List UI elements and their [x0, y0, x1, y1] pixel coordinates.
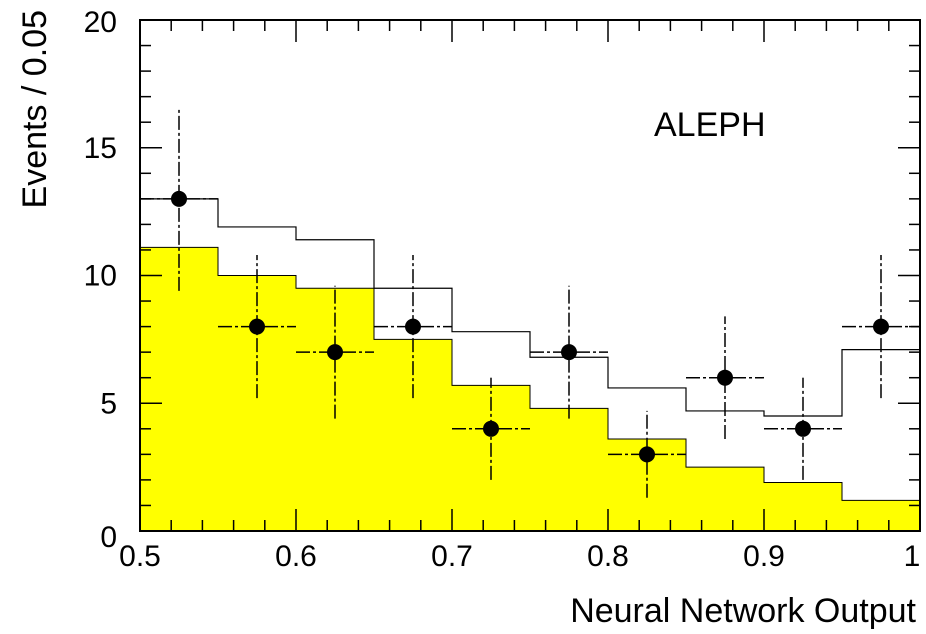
y-tick-label: 0	[100, 521, 117, 554]
data-point	[561, 344, 577, 361]
y-tick-label: 20	[84, 6, 117, 39]
data-point	[171, 190, 187, 207]
error-bars	[140, 106, 920, 498]
x-tick-label: 0.8	[587, 540, 629, 573]
y-tick-label: 5	[100, 387, 117, 420]
data-point	[873, 318, 889, 335]
x-axis-title: Neural Network Output	[570, 592, 916, 630]
filled-histogram-bar	[842, 500, 920, 531]
filled-histogram-bar	[218, 275, 296, 531]
data-points	[171, 190, 889, 463]
filled-histogram-outline	[140, 246, 920, 501]
y-tick-label: 10	[84, 260, 117, 293]
x-tick-label: 0.7	[431, 540, 473, 573]
x-tick-label: 0.9	[743, 540, 785, 573]
x-tick-label: 0.5	[119, 540, 161, 573]
aleph-annotation: ALEPH	[654, 106, 766, 144]
y-tick-label: 15	[84, 132, 117, 165]
x-tick-label: 0.6	[275, 540, 317, 573]
data-point	[327, 344, 343, 361]
x-tick-labels: 0.5 0.6 0.7 0.8 0.9 1	[119, 540, 920, 573]
x-tick-label: 1	[904, 540, 921, 573]
data-point	[717, 369, 733, 386]
y-axis-title: Events / 0.05	[16, 10, 54, 208]
filled-histogram-bar	[140, 247, 218, 531]
axis-ticks	[139, 19, 921, 532]
y-tick-labels: 0 5 10 15 20	[84, 6, 117, 554]
filled-histogram-bar	[530, 408, 608, 531]
data-point	[795, 420, 811, 437]
outline-histogram-line	[140, 198, 920, 417]
data-point	[405, 318, 421, 335]
outline-histogram	[140, 198, 920, 417]
filled-histogram-bar	[686, 467, 764, 531]
data-point	[483, 420, 499, 437]
filled-histogram-bar	[764, 482, 842, 531]
data-point	[249, 318, 265, 335]
data-point	[639, 446, 655, 463]
